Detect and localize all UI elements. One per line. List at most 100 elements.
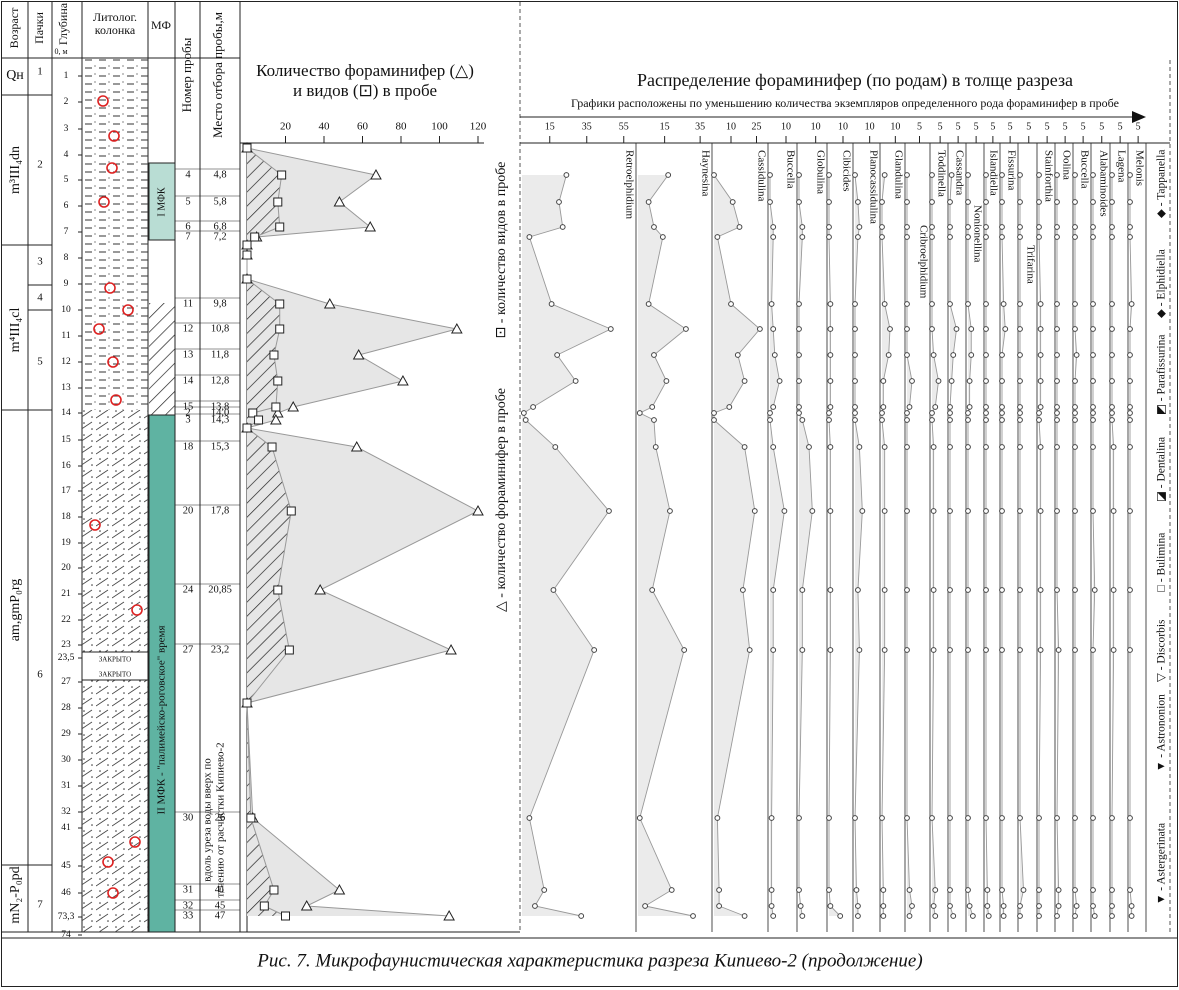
genus-point bbox=[855, 903, 861, 909]
genus-point bbox=[930, 508, 937, 514]
sample-no-header: Номер пробы bbox=[179, 37, 194, 112]
depth-label: 41 bbox=[61, 823, 71, 833]
genus-area bbox=[799, 175, 813, 916]
pack-label: 2 bbox=[37, 159, 43, 171]
x-tick-label: 5 bbox=[956, 121, 961, 132]
genus-point bbox=[985, 913, 992, 919]
depth-label: 15 bbox=[61, 435, 71, 445]
genus-point bbox=[881, 444, 888, 450]
genus-point bbox=[1109, 199, 1115, 205]
age-label: m⁴III₄cl bbox=[8, 308, 23, 353]
genus-point bbox=[1072, 508, 1078, 514]
genus-point bbox=[1072, 404, 1078, 410]
depth-label: 29 bbox=[61, 729, 71, 739]
genus-point bbox=[1017, 352, 1023, 358]
genus-point bbox=[827, 301, 834, 307]
genus-point bbox=[796, 172, 802, 178]
genus-point bbox=[767, 417, 773, 423]
count-marker bbox=[370, 168, 382, 180]
depth-label: 32 bbox=[61, 807, 71, 817]
genus-point bbox=[741, 378, 748, 384]
genus-name: Globulina bbox=[814, 150, 826, 194]
chart-subtitle: и видов (⊡) в пробе bbox=[293, 81, 437, 100]
genus-point bbox=[906, 913, 913, 919]
chart-title: Количество фораминифер (△) bbox=[256, 61, 474, 80]
genus-point bbox=[999, 172, 1005, 178]
genus-point bbox=[1072, 224, 1078, 230]
genus-name: Cassandra bbox=[953, 150, 965, 195]
genus-point bbox=[1017, 508, 1023, 514]
x-tick-label: 10 bbox=[811, 121, 821, 132]
genus-area bbox=[950, 175, 957, 916]
genus-point bbox=[1054, 587, 1060, 593]
genus-point bbox=[1127, 234, 1133, 240]
genus-point bbox=[740, 587, 746, 593]
lithology-note: ЗАКРЫТО bbox=[99, 671, 131, 679]
sample-place: 14,3 bbox=[211, 414, 229, 425]
genus-point bbox=[855, 587, 861, 593]
genus-point bbox=[826, 417, 832, 423]
genus-point bbox=[983, 224, 989, 230]
sample-number: 6 bbox=[185, 221, 190, 232]
genus-point bbox=[855, 234, 861, 240]
genus-point bbox=[578, 913, 585, 919]
genus-point bbox=[904, 352, 910, 358]
genus-point bbox=[606, 508, 612, 514]
sample-place: 23,2 bbox=[211, 644, 229, 655]
x-tick-label: 5 bbox=[1099, 121, 1104, 132]
x-tick-label: 5 bbox=[1026, 121, 1031, 132]
genus-point bbox=[1017, 647, 1023, 653]
genus-point bbox=[1127, 887, 1133, 893]
genus-point bbox=[947, 815, 953, 821]
genus-point bbox=[716, 903, 722, 909]
genus-point bbox=[1090, 224, 1096, 230]
genus-point bbox=[1037, 301, 1044, 307]
genus-point bbox=[652, 444, 659, 450]
genus-point bbox=[904, 410, 910, 416]
genus-point bbox=[932, 913, 939, 919]
genus-point bbox=[770, 224, 777, 230]
genus-point bbox=[1090, 508, 1096, 514]
genus-point bbox=[548, 301, 555, 307]
genus-point bbox=[522, 417, 529, 423]
genus-point bbox=[1127, 172, 1133, 178]
genus-point bbox=[999, 508, 1005, 514]
genus-point bbox=[799, 417, 806, 423]
sample-number: 14 bbox=[183, 375, 194, 386]
genus-point bbox=[999, 410, 1005, 416]
genus-point bbox=[1091, 913, 1098, 919]
genus-point bbox=[607, 326, 614, 332]
genus-point bbox=[1036, 234, 1042, 240]
genus-point bbox=[1127, 508, 1133, 514]
count-marker bbox=[364, 220, 377, 232]
genus-point bbox=[999, 887, 1005, 893]
genus-point bbox=[796, 410, 802, 416]
sample-place: 15,3 bbox=[211, 441, 229, 452]
species-marker bbox=[275, 324, 285, 334]
genus-point bbox=[999, 234, 1005, 240]
genus-point bbox=[771, 352, 778, 358]
genus-point bbox=[1128, 913, 1135, 919]
genus-point bbox=[768, 903, 775, 909]
genus-point bbox=[1036, 887, 1042, 893]
genus-point bbox=[965, 587, 971, 593]
genus-name: Retroelphidium bbox=[623, 150, 635, 219]
genus-point bbox=[1073, 903, 1080, 909]
genus-point bbox=[947, 508, 953, 514]
x-tick-label: 5 bbox=[974, 121, 979, 132]
genus-point bbox=[1109, 301, 1115, 307]
fossil-symbol bbox=[108, 130, 120, 142]
x-tick-label: 5 bbox=[1063, 121, 1068, 132]
genus-point bbox=[999, 199, 1005, 205]
genus-point bbox=[929, 224, 935, 230]
genus-point bbox=[1072, 326, 1078, 332]
species-marker bbox=[271, 402, 281, 412]
genus-point bbox=[929, 301, 935, 307]
genus-point bbox=[968, 352, 975, 358]
pack-label: 5 bbox=[37, 356, 43, 368]
genus-point bbox=[983, 172, 989, 178]
age-label: mN₂-P₀pd bbox=[8, 866, 23, 923]
genus-point bbox=[767, 199, 773, 205]
genus-point bbox=[572, 378, 579, 384]
x-tick-label: 10 bbox=[865, 121, 875, 132]
